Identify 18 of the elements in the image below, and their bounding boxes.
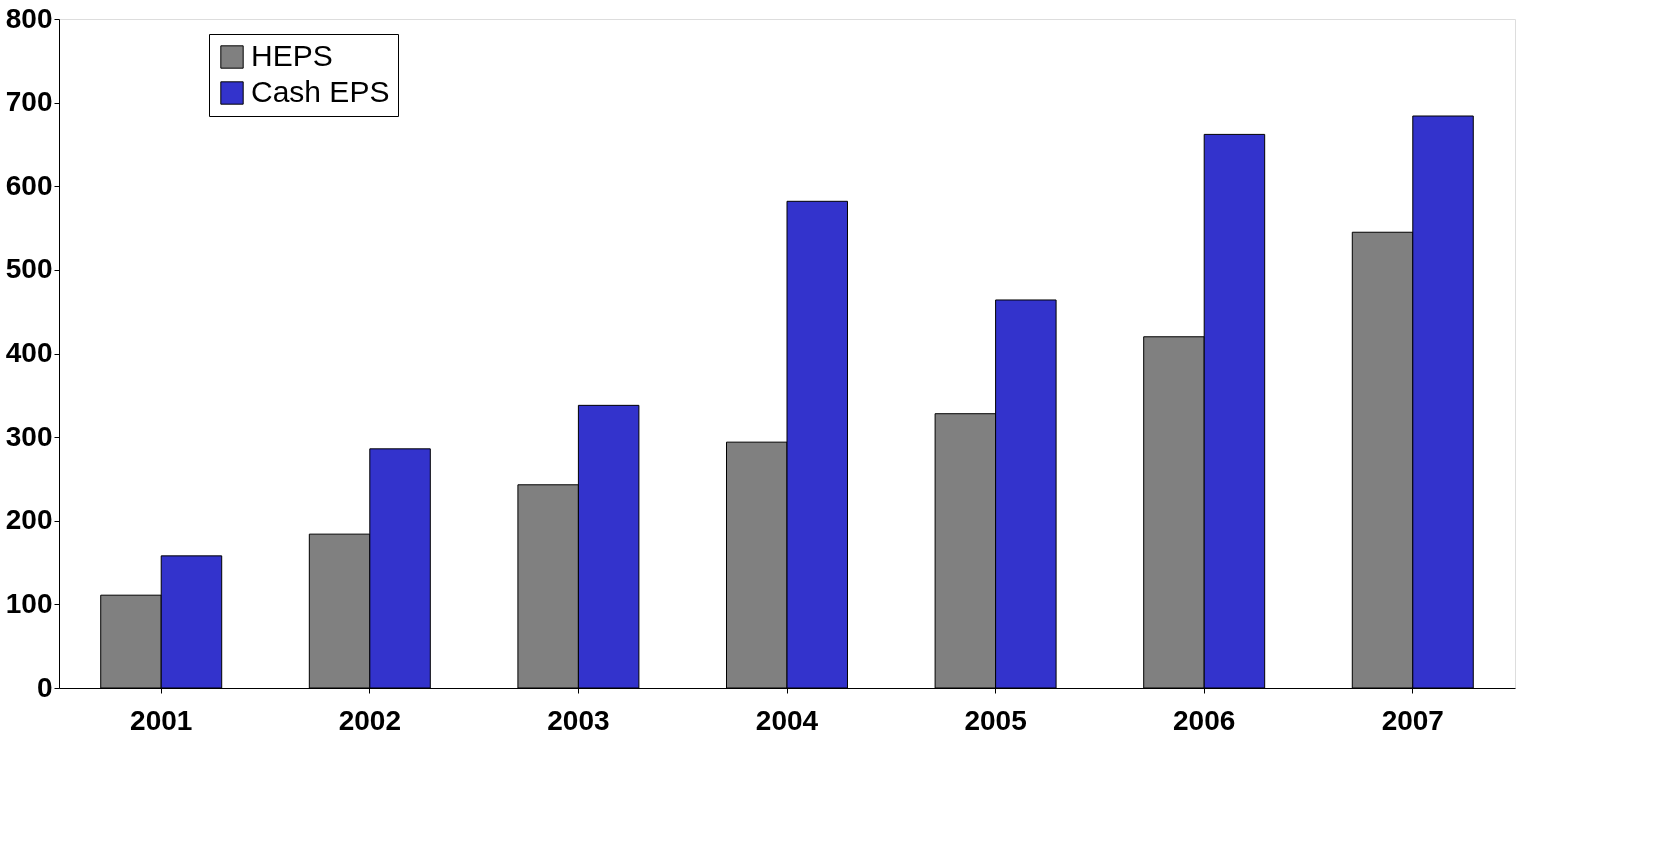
y-tick-label: 800	[5, 2, 53, 34]
y-tick-label: 0	[36, 671, 53, 703]
y-tick-label: 400	[5, 337, 53, 368]
y-tick-label: 100	[5, 587, 53, 619]
x-tick-label: 2005	[964, 704, 1027, 736]
x-tick-label: 2004	[755, 704, 819, 736]
y-tick-label: 200	[5, 504, 53, 536]
y-tick-label: 600	[5, 169, 53, 201]
legend-label: Cash EPS	[251, 75, 390, 108]
y-tick-label: 700	[5, 86, 53, 118]
y-tick-label: 500	[5, 253, 53, 285]
y-tick-label: 300	[5, 420, 53, 452]
x-tick-label: 2007	[1381, 704, 1444, 736]
x-tick-label: 2001	[130, 704, 193, 736]
x-tick-label: 2002	[338, 704, 401, 736]
x-tick-label: 2006	[1173, 704, 1236, 736]
x-tick-label: 2003	[547, 704, 610, 736]
legend-label: HEPS	[251, 39, 333, 72]
